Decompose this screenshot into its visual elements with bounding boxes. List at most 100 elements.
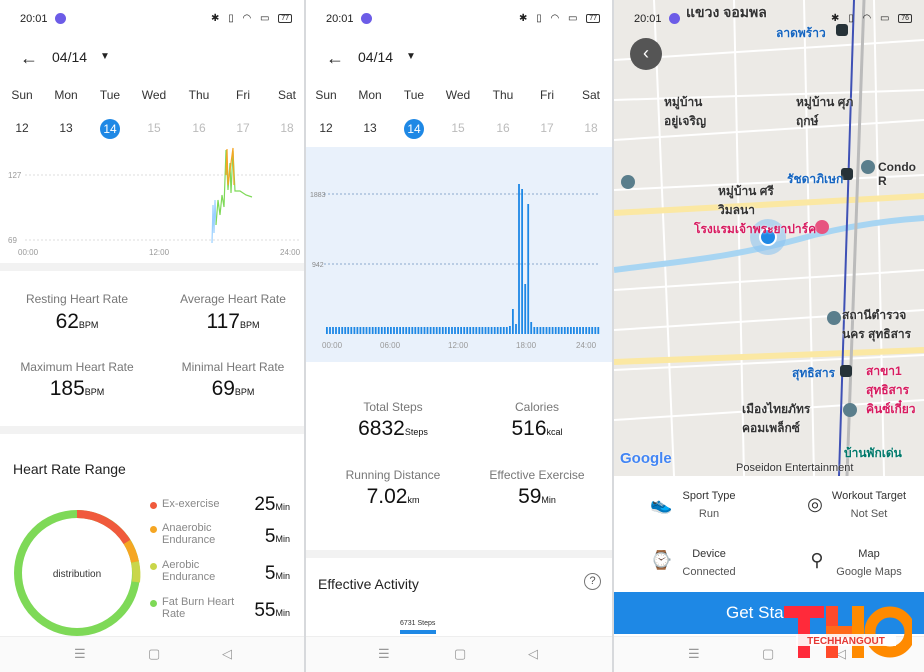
step-bar bbox=[438, 327, 441, 334]
donut-center-label: distribution bbox=[53, 569, 101, 580]
calories-label: Calories bbox=[514, 400, 559, 414]
steps-screen: 20:01 ✱ ▯ ◠ ▭ 77 ← 04/14 ▼ Sun 12 Mon 13 T… bbox=[306, 0, 612, 672]
step-bar bbox=[338, 327, 340, 334]
railway bbox=[845, 0, 866, 476]
status-time: 20:01 bbox=[634, 13, 662, 25]
unit: Min bbox=[275, 571, 290, 581]
step-bar bbox=[362, 327, 365, 334]
day-sun[interactable]: Sun 12 bbox=[311, 88, 341, 135]
day-thu[interactable]: Thu 16 bbox=[488, 88, 518, 135]
menu-icon[interactable]: ☰ bbox=[688, 646, 700, 661]
day-fri[interactable]: Fri 17 bbox=[532, 88, 562, 135]
system-nav-bar: ☰ ▢ ◁ bbox=[306, 636, 612, 672]
help-icon[interactable]: ? bbox=[584, 573, 601, 590]
home-icon[interactable]: ▢ bbox=[148, 646, 161, 661]
day-mon[interactable]: Mon 13 bbox=[355, 88, 385, 135]
step-bar bbox=[566, 327, 569, 334]
chevron-down-icon[interactable]: ▼ bbox=[406, 51, 416, 62]
battery-icon: 77 bbox=[586, 13, 600, 23]
place-pin-icon bbox=[621, 175, 635, 189]
step-bar bbox=[353, 327, 356, 334]
menu-icon[interactable]: ☰ bbox=[74, 646, 86, 661]
day-fri[interactable]: Fri 17 bbox=[228, 88, 258, 135]
back-icon[interactable]: ◁ bbox=[222, 646, 232, 661]
battery-icon: 76 bbox=[898, 13, 912, 23]
target-icon: ◎ bbox=[807, 494, 823, 514]
day-date: 17 bbox=[540, 121, 554, 135]
running-distance-label: Running Distance bbox=[345, 468, 441, 482]
day-tue[interactable]: Tue 14 bbox=[95, 88, 125, 139]
unit: BPM bbox=[78, 320, 99, 330]
date-selector[interactable]: 04/14 bbox=[358, 49, 394, 65]
menu-icon[interactable]: ☰ bbox=[378, 646, 390, 661]
resting-hr-label: Resting Heart Rate bbox=[25, 292, 129, 306]
date-selector[interactable]: 04/14 bbox=[52, 49, 88, 65]
y-tick-label: 69 bbox=[8, 236, 17, 245]
day-wed[interactable]: Wed 15 bbox=[139, 88, 169, 135]
metro-station-icon bbox=[841, 168, 853, 180]
back-arrow-icon[interactable]: ← bbox=[20, 48, 38, 68]
home-icon[interactable]: ▢ bbox=[762, 646, 775, 661]
divider bbox=[0, 426, 304, 434]
status-icons: ✱ ▯ ◠ ▭ 76 bbox=[831, 13, 912, 24]
step-bar bbox=[359, 327, 362, 334]
step-bar bbox=[417, 327, 420, 334]
step-bar bbox=[411, 327, 414, 334]
step-bar bbox=[344, 327, 347, 334]
map-streets bbox=[614, 0, 924, 476]
day-tue[interactable]: Tue 14 bbox=[399, 88, 429, 139]
step-bar bbox=[481, 327, 484, 334]
range-value: 5Min bbox=[265, 526, 290, 548]
step-bar bbox=[478, 327, 481, 334]
x-tick-label: 24:00 bbox=[280, 248, 301, 257]
step-bar bbox=[350, 327, 353, 334]
logo-text: TECHHANGOUT bbox=[807, 636, 885, 647]
value: 5 bbox=[264, 563, 276, 584]
day-thu[interactable]: Thu 16 bbox=[184, 88, 214, 135]
day-label: Sat bbox=[277, 88, 296, 102]
step-bar bbox=[414, 327, 417, 334]
main-road bbox=[614, 193, 924, 216]
bullet-icon bbox=[150, 526, 157, 533]
back-icon[interactable]: ◁ bbox=[836, 646, 846, 661]
chevron-down-icon[interactable]: ▼ bbox=[100, 51, 110, 62]
map-label: Poseidon Entertainment bbox=[736, 462, 854, 474]
metro-station-icon bbox=[836, 24, 848, 36]
day-wed[interactable]: Wed 15 bbox=[443, 88, 473, 135]
map-option[interactable]: Map Google Maps bbox=[824, 548, 914, 578]
notification-icon bbox=[361, 13, 372, 24]
day-mon[interactable]: Mon 13 bbox=[51, 88, 81, 135]
back-button[interactable]: ‹ bbox=[630, 38, 662, 70]
value: 516 bbox=[511, 417, 547, 440]
workout-map-screen: 20:01 ✱ ▯ ◠ ▭ 76 ‹ แขวง จอมพล ลาดพร้าว ห… bbox=[614, 0, 924, 672]
day-date: 14 bbox=[100, 119, 120, 139]
step-bar bbox=[435, 327, 438, 334]
home-icon[interactable]: ▢ bbox=[454, 646, 467, 661]
map-view[interactable] bbox=[614, 0, 924, 476]
system-nav-bar: ☰ ▢ ◁ bbox=[0, 636, 304, 672]
step-bar bbox=[591, 327, 594, 334]
status-time: 20:01 bbox=[20, 13, 48, 25]
step-bar bbox=[335, 327, 337, 334]
day-label: Mon bbox=[358, 88, 382, 102]
x-tick-label: 24:00 bbox=[576, 341, 597, 350]
map-label: หมู่บ้าน ศุภฤกษ์ bbox=[796, 95, 854, 128]
week-strip: Sun 12 Mon 13 Tue 14 Wed 15 Thu 16 Fri 17 Sat 1… bbox=[0, 88, 304, 139]
x-tick-label: 00:00 bbox=[18, 248, 39, 257]
week-strip: Sun 12 Mon 13 Tue 14 Wed 15 Thu 16 Fri 17 Sat 1… bbox=[306, 88, 612, 139]
sport-type-option[interactable]: Sport Type Run bbox=[664, 490, 754, 520]
day-date: 16 bbox=[496, 121, 510, 135]
workout-target-option[interactable]: Workout Target Not Set bbox=[824, 490, 914, 520]
total-steps-value: 6832Steps bbox=[318, 417, 468, 441]
back-icon[interactable]: ◁ bbox=[528, 646, 538, 661]
option-label: Device bbox=[692, 548, 726, 560]
divider bbox=[0, 263, 304, 271]
back-arrow-icon[interactable]: ← bbox=[326, 48, 344, 68]
step-bar bbox=[509, 326, 511, 334]
day-sun[interactable]: Sun 12 bbox=[7, 88, 37, 135]
day-sat[interactable]: Sat 18 bbox=[576, 88, 606, 135]
map-label: บ้านพักเด่น bbox=[844, 446, 902, 460]
day-sat[interactable]: Sat 18 bbox=[272, 88, 302, 135]
day-date: 15 bbox=[451, 121, 465, 135]
device-option[interactable]: Device Connected bbox=[664, 548, 754, 578]
